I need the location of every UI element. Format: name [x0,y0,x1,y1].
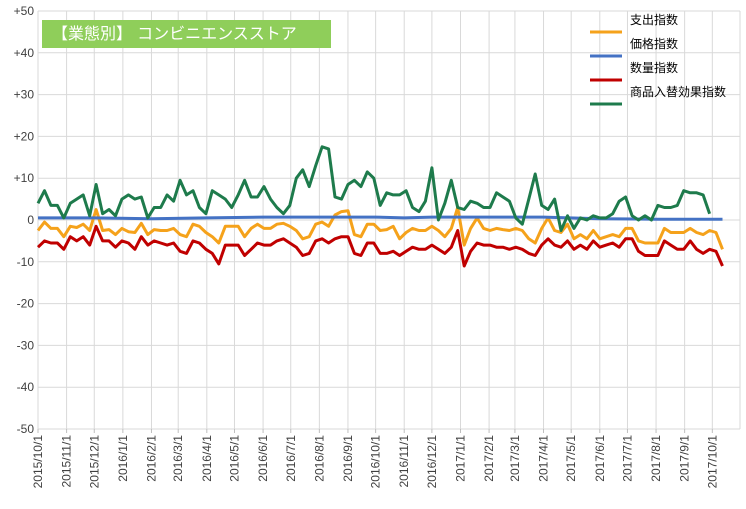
x-tick-label: 2017/6/1 [593,435,607,482]
y-tick-label: +10 [14,171,35,185]
y-tick-label: -30 [17,338,35,352]
x-tick-label: 2016/9/1 [341,435,355,482]
x-tick-label: 2017/5/1 [564,435,578,482]
x-tick-label: 2015/11/1 [60,435,74,488]
x-axis-ticks: 2015/10/1 2015/11/1 2015/12/1 2016/1/1 2016/… [31,435,719,489]
x-tick-label: 2016/7/1 [284,435,298,482]
x-tick-label: 2017/3/1 [508,435,522,482]
x-tick-label: 2017/7/1 [620,435,634,482]
y-axis-ticks: +50 +40 +30 +20 +10 0 -10 -20 -30 -40 -50 [14,4,35,436]
legend-label: 価格指数 [630,36,678,51]
y-tick-label: +20 [14,129,35,143]
legend-label: 数量指数 [630,60,678,75]
series-line-0 [36,206,724,250]
y-tick-label: 0 [27,213,34,227]
x-tick-label: 2017/4/1 [537,435,551,482]
x-tick-label: 2017/9/1 [678,435,692,482]
x-tick-label: 2016/3/1 [171,435,185,482]
y-tick-label: -20 [17,297,35,311]
chart-title: 【業態別】 コンビニエンスストア [42,20,331,48]
x-tick-label: 2016/8/1 [312,435,326,482]
x-tick-label: 2016/4/1 [200,435,214,482]
series-lines [36,145,724,268]
x-tick-label: 2016/2/1 [144,435,158,482]
legend-label: 支出指数 [630,12,678,27]
series-line-2 [36,224,724,268]
x-tick-label: 2016/10/1 [369,435,383,489]
x-tick-label: 2017/8/1 [649,435,663,482]
x-tick-label: 2016/5/1 [227,435,241,482]
series-line-3 [36,145,712,232]
series-line-1 [38,215,723,221]
y-tick-label: -10 [17,255,35,269]
x-tick-label: 2016/12/1 [425,435,439,489]
x-tick-label: 2016/1/1 [116,435,130,482]
x-tick-label: 2017/10/1 [705,435,719,489]
x-tick-label: 2017/1/1 [453,435,467,482]
y-tick-label: +30 [14,88,35,102]
y-tick-label: +50 [14,4,35,18]
y-tick-label: -40 [17,380,35,394]
y-tick-label: -50 [17,422,35,436]
y-tick-label: +40 [14,46,35,60]
x-tick-label: 2015/10/1 [31,435,45,489]
legend-label: 商品入替効果指数 [630,84,726,99]
x-tick-label: 2015/12/1 [87,435,101,489]
x-tick-label: 2016/11/1 [397,435,411,488]
x-tick-label: 2017/2/1 [482,435,496,482]
x-tick-label: 2016/6/1 [256,435,270,482]
